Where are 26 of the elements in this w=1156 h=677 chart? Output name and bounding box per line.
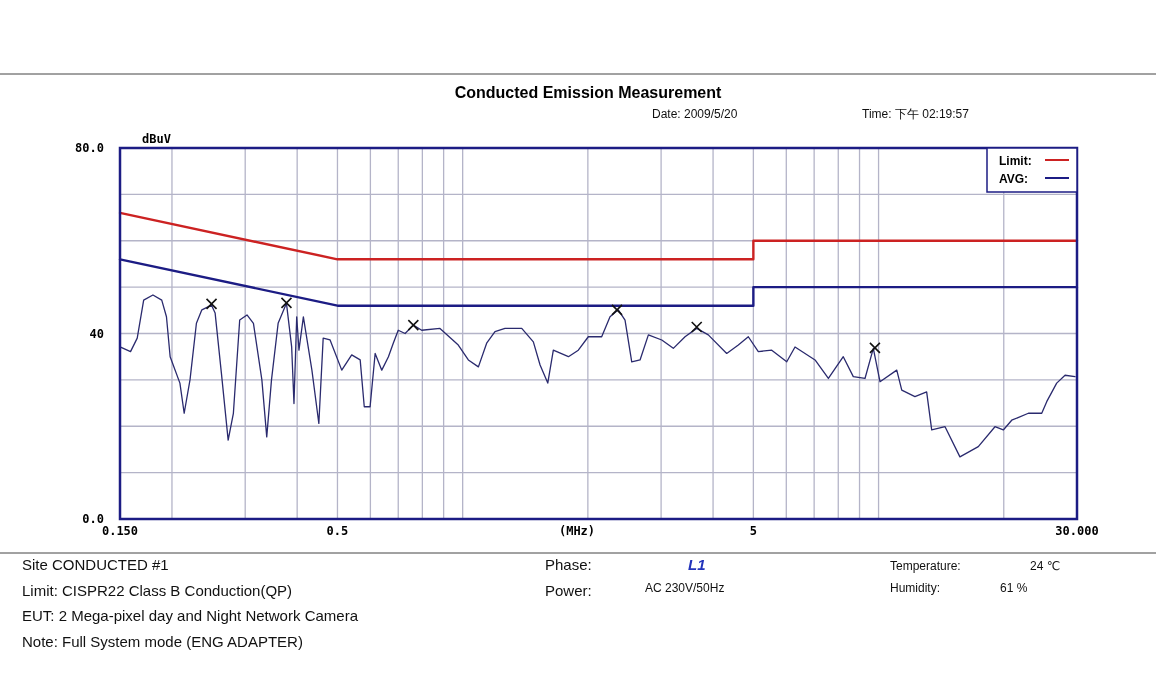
text: Phase: — [545, 556, 592, 573]
text: Time: 下午 02:19:57 — [862, 107, 970, 121]
x-tick-label: 30.000 — [1055, 524, 1099, 538]
x-tick-label: 0.5 — [326, 524, 349, 538]
y-tick-label: 40 — [89, 326, 104, 341]
text: Limit: CISPR22 Class B Conduction(QP) — [22, 582, 293, 599]
text: Site CONDUCTED #1 — [22, 556, 169, 573]
text: L1 — [688, 556, 706, 573]
text: Note: Full System mode (ENG ADAPTER) — [22, 633, 303, 650]
y-tick-label: 80.0 — [75, 141, 104, 155]
y-tick-label: 0.0 — [82, 512, 104, 526]
x-axis-title: (MHz) — [558, 524, 596, 538]
x-tick-label: 5 — [749, 524, 757, 538]
text: AC 230V/50Hz — [645, 581, 725, 595]
x-tick-label: 0.150 — [101, 524, 139, 538]
chart-title: Conducted Emission Measurement — [454, 84, 723, 101]
text: Date: 2009/5/20 — [652, 107, 738, 121]
legend-label: AVG: — [999, 172, 1029, 186]
text: Power: — [545, 582, 592, 599]
legend-label: Limit: — [999, 154, 1032, 168]
text: EUT: 2 Mega-pixel day and Night Network Camera — [22, 607, 359, 624]
y-axis-title: dBuV — [142, 132, 171, 146]
text: Humidity: — [890, 581, 941, 595]
text: 61 % — [1000, 581, 1028, 595]
text: 24 ℃ — [1030, 559, 1061, 573]
text: Temperature: — [890, 559, 961, 573]
